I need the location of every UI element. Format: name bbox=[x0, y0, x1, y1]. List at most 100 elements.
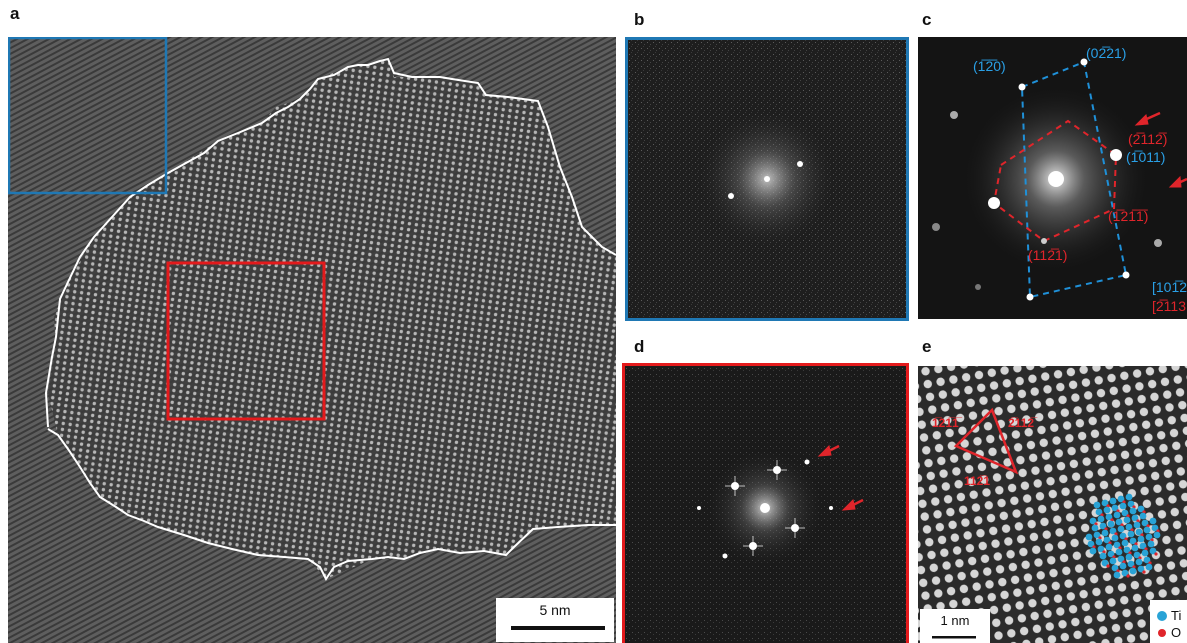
scalebar-line-e bbox=[932, 636, 976, 639]
ti-atom bbox=[1119, 532, 1127, 540]
ti-atom bbox=[1117, 555, 1125, 563]
ti-atom bbox=[1127, 560, 1135, 568]
ti-atom bbox=[1113, 541, 1121, 549]
ti-atom bbox=[1143, 556, 1151, 564]
ti-atom bbox=[1121, 509, 1129, 517]
o-atom bbox=[1126, 574, 1130, 578]
red-arrow-icon bbox=[841, 498, 864, 511]
ti-atom bbox=[1109, 557, 1117, 565]
ti-atom bbox=[1097, 545, 1105, 553]
ti-atom bbox=[1141, 549, 1149, 557]
ti-atom bbox=[1121, 539, 1129, 547]
ti-atom bbox=[1105, 543, 1113, 551]
diffraction-spot bbox=[1154, 239, 1162, 247]
diffraction-spot bbox=[988, 197, 1000, 209]
ti-atom bbox=[1103, 536, 1111, 544]
ti-atom bbox=[1117, 525, 1125, 533]
ti-atom bbox=[1113, 571, 1121, 579]
ti-atom bbox=[1137, 505, 1145, 513]
legend-o-label: O bbox=[1171, 625, 1182, 640]
ti-atom bbox=[1095, 508, 1103, 516]
ti-atom bbox=[1127, 530, 1135, 538]
scalebar-label-e: 1 nm bbox=[940, 613, 970, 628]
fft-spot bbox=[760, 503, 770, 513]
ti-atom bbox=[1097, 515, 1105, 523]
ti-atom bbox=[1121, 569, 1129, 577]
ti-atom bbox=[1109, 527, 1117, 535]
atom-lattice bbox=[918, 366, 1187, 643]
ti-atom bbox=[1105, 513, 1113, 521]
ti-atom bbox=[1119, 562, 1127, 570]
fft-spot bbox=[804, 459, 810, 465]
scalebar-line bbox=[511, 626, 605, 630]
blue-selection-box bbox=[8, 37, 168, 195]
ti-atom bbox=[1101, 529, 1109, 537]
label-red-1121: (112̅1) bbox=[1028, 247, 1068, 263]
blue-dashed-cell bbox=[1020, 60, 1128, 299]
o-atom bbox=[1142, 570, 1146, 574]
red-selection-box bbox=[166, 261, 326, 421]
ti-atom bbox=[1145, 533, 1153, 541]
ti-atom bbox=[1143, 526, 1151, 534]
diffraction-spot bbox=[1018, 83, 1026, 91]
ti-atom bbox=[1111, 534, 1119, 542]
zone-axis-blue: [101̅2 bbox=[1152, 279, 1187, 295]
diffraction-spot bbox=[1122, 271, 1130, 279]
ti-atom bbox=[1103, 506, 1111, 514]
zone-axis-red: [2̅113 bbox=[1152, 298, 1186, 314]
panel-e-letter: e bbox=[922, 337, 932, 356]
scalebar-box bbox=[496, 598, 614, 642]
ti-atom bbox=[1107, 520, 1115, 528]
ti-atom bbox=[1131, 514, 1139, 522]
label-red-2112: (2̅112̅) bbox=[1128, 131, 1168, 147]
o-atom bbox=[1106, 564, 1110, 568]
diffraction-spot bbox=[932, 223, 940, 231]
red-triangle bbox=[953, 407, 1019, 475]
ti-atom bbox=[1095, 538, 1103, 546]
ti-atom bbox=[1129, 507, 1137, 515]
panel-c-letter: c bbox=[922, 10, 932, 29]
ti-atom bbox=[1115, 518, 1123, 526]
ti-atom bbox=[1101, 499, 1109, 507]
ti-atom bbox=[1085, 533, 1093, 541]
ti-atom bbox=[1099, 552, 1107, 560]
panel-d-fft bbox=[622, 363, 909, 643]
legend-ti-marker bbox=[1157, 611, 1167, 621]
ti-atom bbox=[1109, 497, 1117, 505]
ti-atom bbox=[1127, 500, 1135, 508]
label-e-1211: 1̅21̅1̅ bbox=[932, 416, 959, 430]
ti-atom bbox=[1147, 540, 1155, 548]
ti-atom bbox=[1087, 540, 1095, 548]
ti-atom bbox=[1133, 521, 1141, 529]
ti-atom bbox=[1131, 544, 1139, 552]
fft-spot bbox=[697, 506, 701, 510]
label-red-1211: (1̅21̅1̅) bbox=[1108, 208, 1149, 224]
fft-spot bbox=[722, 553, 728, 559]
fft-spot bbox=[728, 193, 734, 199]
ti-atom bbox=[1149, 517, 1157, 525]
ti-atom bbox=[1151, 524, 1159, 532]
ti-atom bbox=[1123, 546, 1131, 554]
ti-atom bbox=[1101, 559, 1109, 567]
ti-atom bbox=[1123, 516, 1131, 524]
label-blue-1011: (1̅011) bbox=[1126, 149, 1166, 165]
ti-atom bbox=[1149, 547, 1157, 555]
fft-spot bbox=[764, 176, 770, 182]
diffraction-spot bbox=[950, 111, 958, 119]
panel-e-atomic-image: 1̅21̅1̅ 2̅112̅ 112̅1 1 nm Ti O bbox=[918, 366, 1187, 643]
ti-atom bbox=[1093, 501, 1101, 509]
panel-b-letter: b bbox=[634, 10, 645, 29]
label-e-2112: 2̅112̅ bbox=[1008, 416, 1035, 430]
red-arrow-icon bbox=[1168, 175, 1187, 188]
ti-atom bbox=[1139, 512, 1147, 520]
ti-atom bbox=[1125, 493, 1133, 501]
ti-atom bbox=[1111, 564, 1119, 572]
panel-c-diffraction: (1̅2̅0) (02̅21) (2̅112̅) (1̅011) (1̅21̅1… bbox=[918, 37, 1187, 319]
scalebar-label-a: 5 nm bbox=[539, 602, 571, 618]
panel-d-letter: d bbox=[634, 337, 645, 356]
legend-ti-label: Ti bbox=[1171, 608, 1182, 623]
label-blue-0221: (02̅21) bbox=[1086, 45, 1127, 61]
diffraction-spot bbox=[1041, 238, 1047, 244]
grain-boundary-line-lower bbox=[47, 428, 616, 581]
ti-atom bbox=[1135, 558, 1143, 566]
